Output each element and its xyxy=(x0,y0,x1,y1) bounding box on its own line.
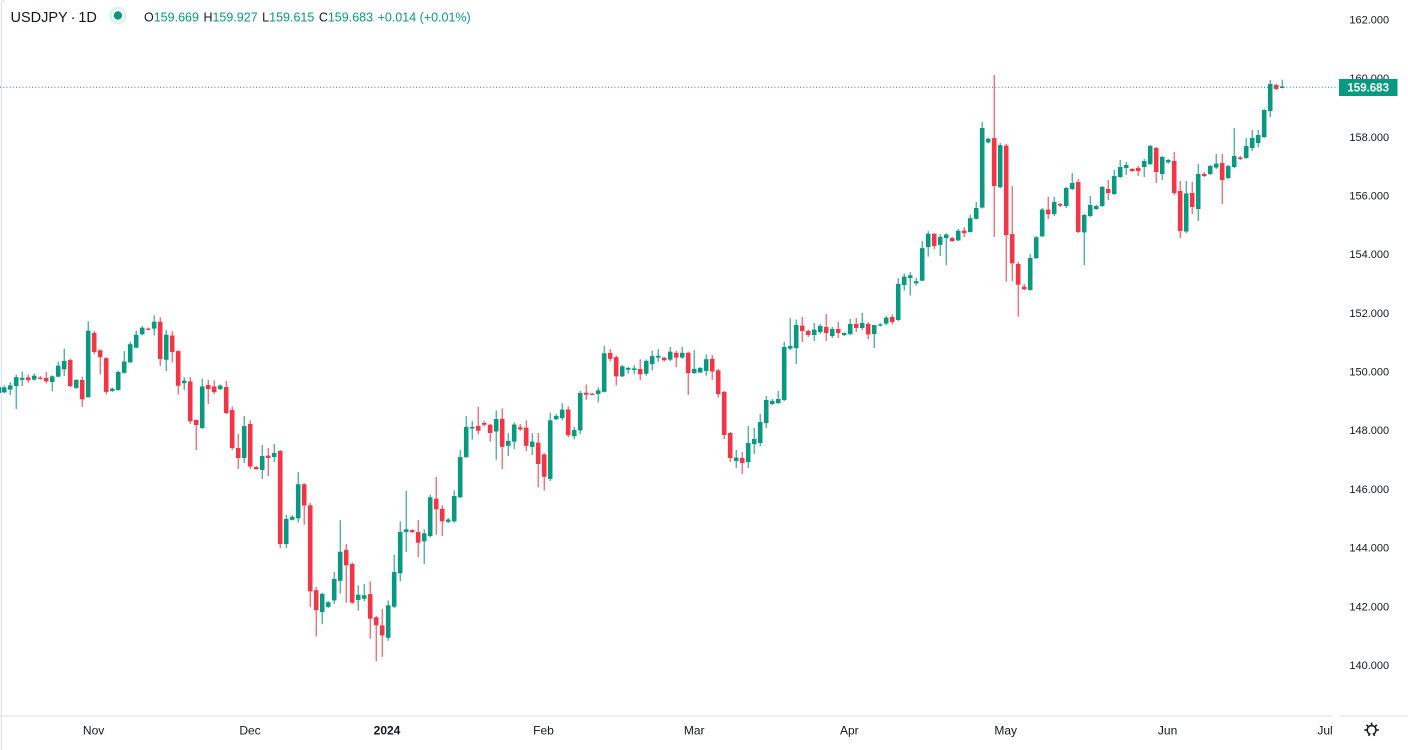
svg-text:2024: 2024 xyxy=(374,724,401,738)
svg-text:Apr: Apr xyxy=(840,724,859,738)
svg-text:Feb: Feb xyxy=(533,724,554,738)
svg-text:USDJPY · 1D: USDJPY · 1D xyxy=(11,10,97,26)
svg-text:150.000: 150.000 xyxy=(1349,367,1389,379)
svg-text:Jun: Jun xyxy=(1158,724,1177,738)
svg-text:Dec: Dec xyxy=(239,724,260,738)
svg-text:154.000: 154.000 xyxy=(1349,249,1389,261)
svg-text:156.000: 156.000 xyxy=(1349,191,1389,203)
svg-text:May: May xyxy=(994,724,1017,738)
svg-text:148.000: 148.000 xyxy=(1349,425,1389,437)
svg-text:Mar: Mar xyxy=(684,724,705,738)
svg-text:144.000: 144.000 xyxy=(1349,543,1389,555)
svg-text:Jul: Jul xyxy=(1317,724,1332,738)
svg-text:158.000: 158.000 xyxy=(1349,132,1389,144)
svg-text:Nov: Nov xyxy=(83,724,104,738)
svg-text:O159.669 H159.927 L159.615: O159.669 H159.927 L159.615 C159.683 +0.0… xyxy=(144,11,471,25)
svg-text:142.000: 142.000 xyxy=(1349,601,1389,613)
svg-text:140.000: 140.000 xyxy=(1349,660,1389,672)
svg-text:159.683: 159.683 xyxy=(1347,82,1389,94)
svg-text:146.000: 146.000 xyxy=(1349,484,1389,496)
svg-text:152.000: 152.000 xyxy=(1349,308,1389,320)
svg-text:162.000: 162.000 xyxy=(1349,14,1389,26)
